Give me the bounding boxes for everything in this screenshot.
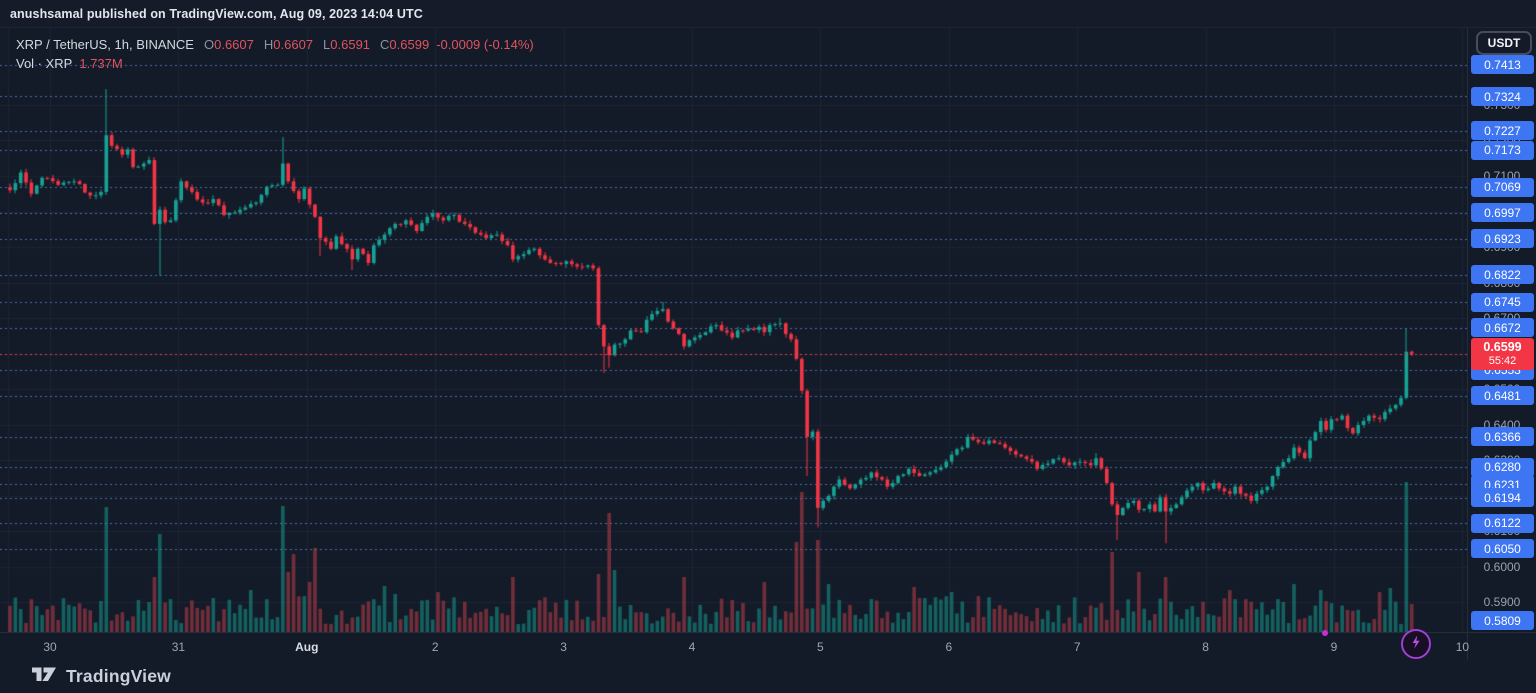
time-axis-label: 5 [817,640,824,654]
price-level-label[interactable]: 0.6923 [1471,229,1534,249]
price-level-label[interactable]: 0.6122 [1471,513,1534,533]
price-level-label[interactable]: 0.6672 [1471,318,1534,338]
currency-toggle-button[interactable]: USDT [1476,31,1532,55]
tradingview-logo-icon[interactable] [32,666,57,688]
price-axis[interactable]: 0.73000.72000.71000.70000.69000.68000.67… [1467,28,1536,632]
time-axis-label: 2 [431,640,439,654]
legend-line-1: XRP / TetherUS, 1h, BINANCE O0.6607 H0.6… [16,36,534,53]
price-level-label[interactable]: 0.5809 [1471,611,1534,630]
price-level-label[interactable]: 0.7413 [1471,55,1534,75]
time-axis-label: 3 [560,640,567,654]
time-axis-label: 9 [1330,640,1338,654]
bar-countdown: 55:42 [1488,354,1517,367]
price-level-label[interactable]: 0.6050 [1471,539,1534,559]
price-level-label[interactable]: 0.7227 [1471,121,1534,141]
price-change: -0.0009 (-0.14%) [436,37,534,52]
timescale-marker-dot[interactable] [1322,630,1328,636]
price-level-label[interactable]: 0.6997 [1471,203,1534,223]
chart-pane[interactable]: XRP / TetherUS, 1h, BINANCE O0.6607 H0.6… [0,28,1467,659]
price-level-label[interactable]: 0.6822 [1471,265,1534,285]
price-grid-label: 0.5900 [1483,595,1521,609]
volume-label[interactable]: Vol · XRP [16,56,73,71]
price-level-label[interactable]: 0.6481 [1471,386,1534,406]
price-level-label[interactable]: 0.6745 [1471,292,1534,312]
candlestick-chart-canvas[interactable] [0,28,1467,632]
publish-info-text: anushsamal published on TradingView.com,… [10,6,423,21]
footer-bar: TradingView [0,660,1536,693]
volume-value: 1.737M [79,56,123,71]
ohlc-low: L0.6591 [323,37,371,52]
price-level-label[interactable]: 0.7173 [1471,140,1534,160]
symbol-title[interactable]: XRP / TetherUS, 1h, BINANCE [16,37,194,52]
price-level-label[interactable]: 0.6194 [1471,488,1534,508]
lightning-icon [1408,634,1424,655]
price-level-label[interactable]: 0.6366 [1471,427,1534,447]
ohlc-close: C0.6599 [380,37,430,52]
last-price-value: 0.6599 [1483,340,1522,355]
price-level-label[interactable]: 0.7069 [1471,177,1534,197]
price-grid-label: 0.6000 [1483,559,1521,574]
time-axis-label: Aug [295,640,319,654]
tradingview-logo-text[interactable]: TradingView [66,666,171,686]
time-axis-label: 4 [688,640,696,654]
time-axis-label: 31 [171,640,186,654]
last-price-label: 0.6599 55:42 [1471,337,1534,370]
price-level-label[interactable]: 0.7324 [1471,87,1534,106]
time-axis-label: 10 [1455,640,1470,654]
price-level-label[interactable]: 0.6280 [1471,457,1534,477]
publish-info-bar: anushsamal published on TradingView.com,… [0,0,1536,28]
time-axis-label: 30 [43,640,57,654]
chart-legend: XRP / TetherUS, 1h, BINANCE O0.6607 H0.6… [16,36,534,72]
time-axis-label: 7 [1073,640,1081,654]
legend-line-2: Vol · XRP 1.737M [16,55,534,72]
time-axis[interactable]: 30 31 Aug 2 3 4 5 6 7 8 9 10 [0,632,1536,661]
ohlc-high: H0.6607 [263,37,314,52]
ohlc-open: O0.6607 [203,37,254,52]
axis-corner [1467,633,1536,661]
time-axis-label: 8 [1202,640,1209,654]
time-axis-label: 6 [945,640,953,654]
boost-button[interactable] [1401,629,1431,659]
